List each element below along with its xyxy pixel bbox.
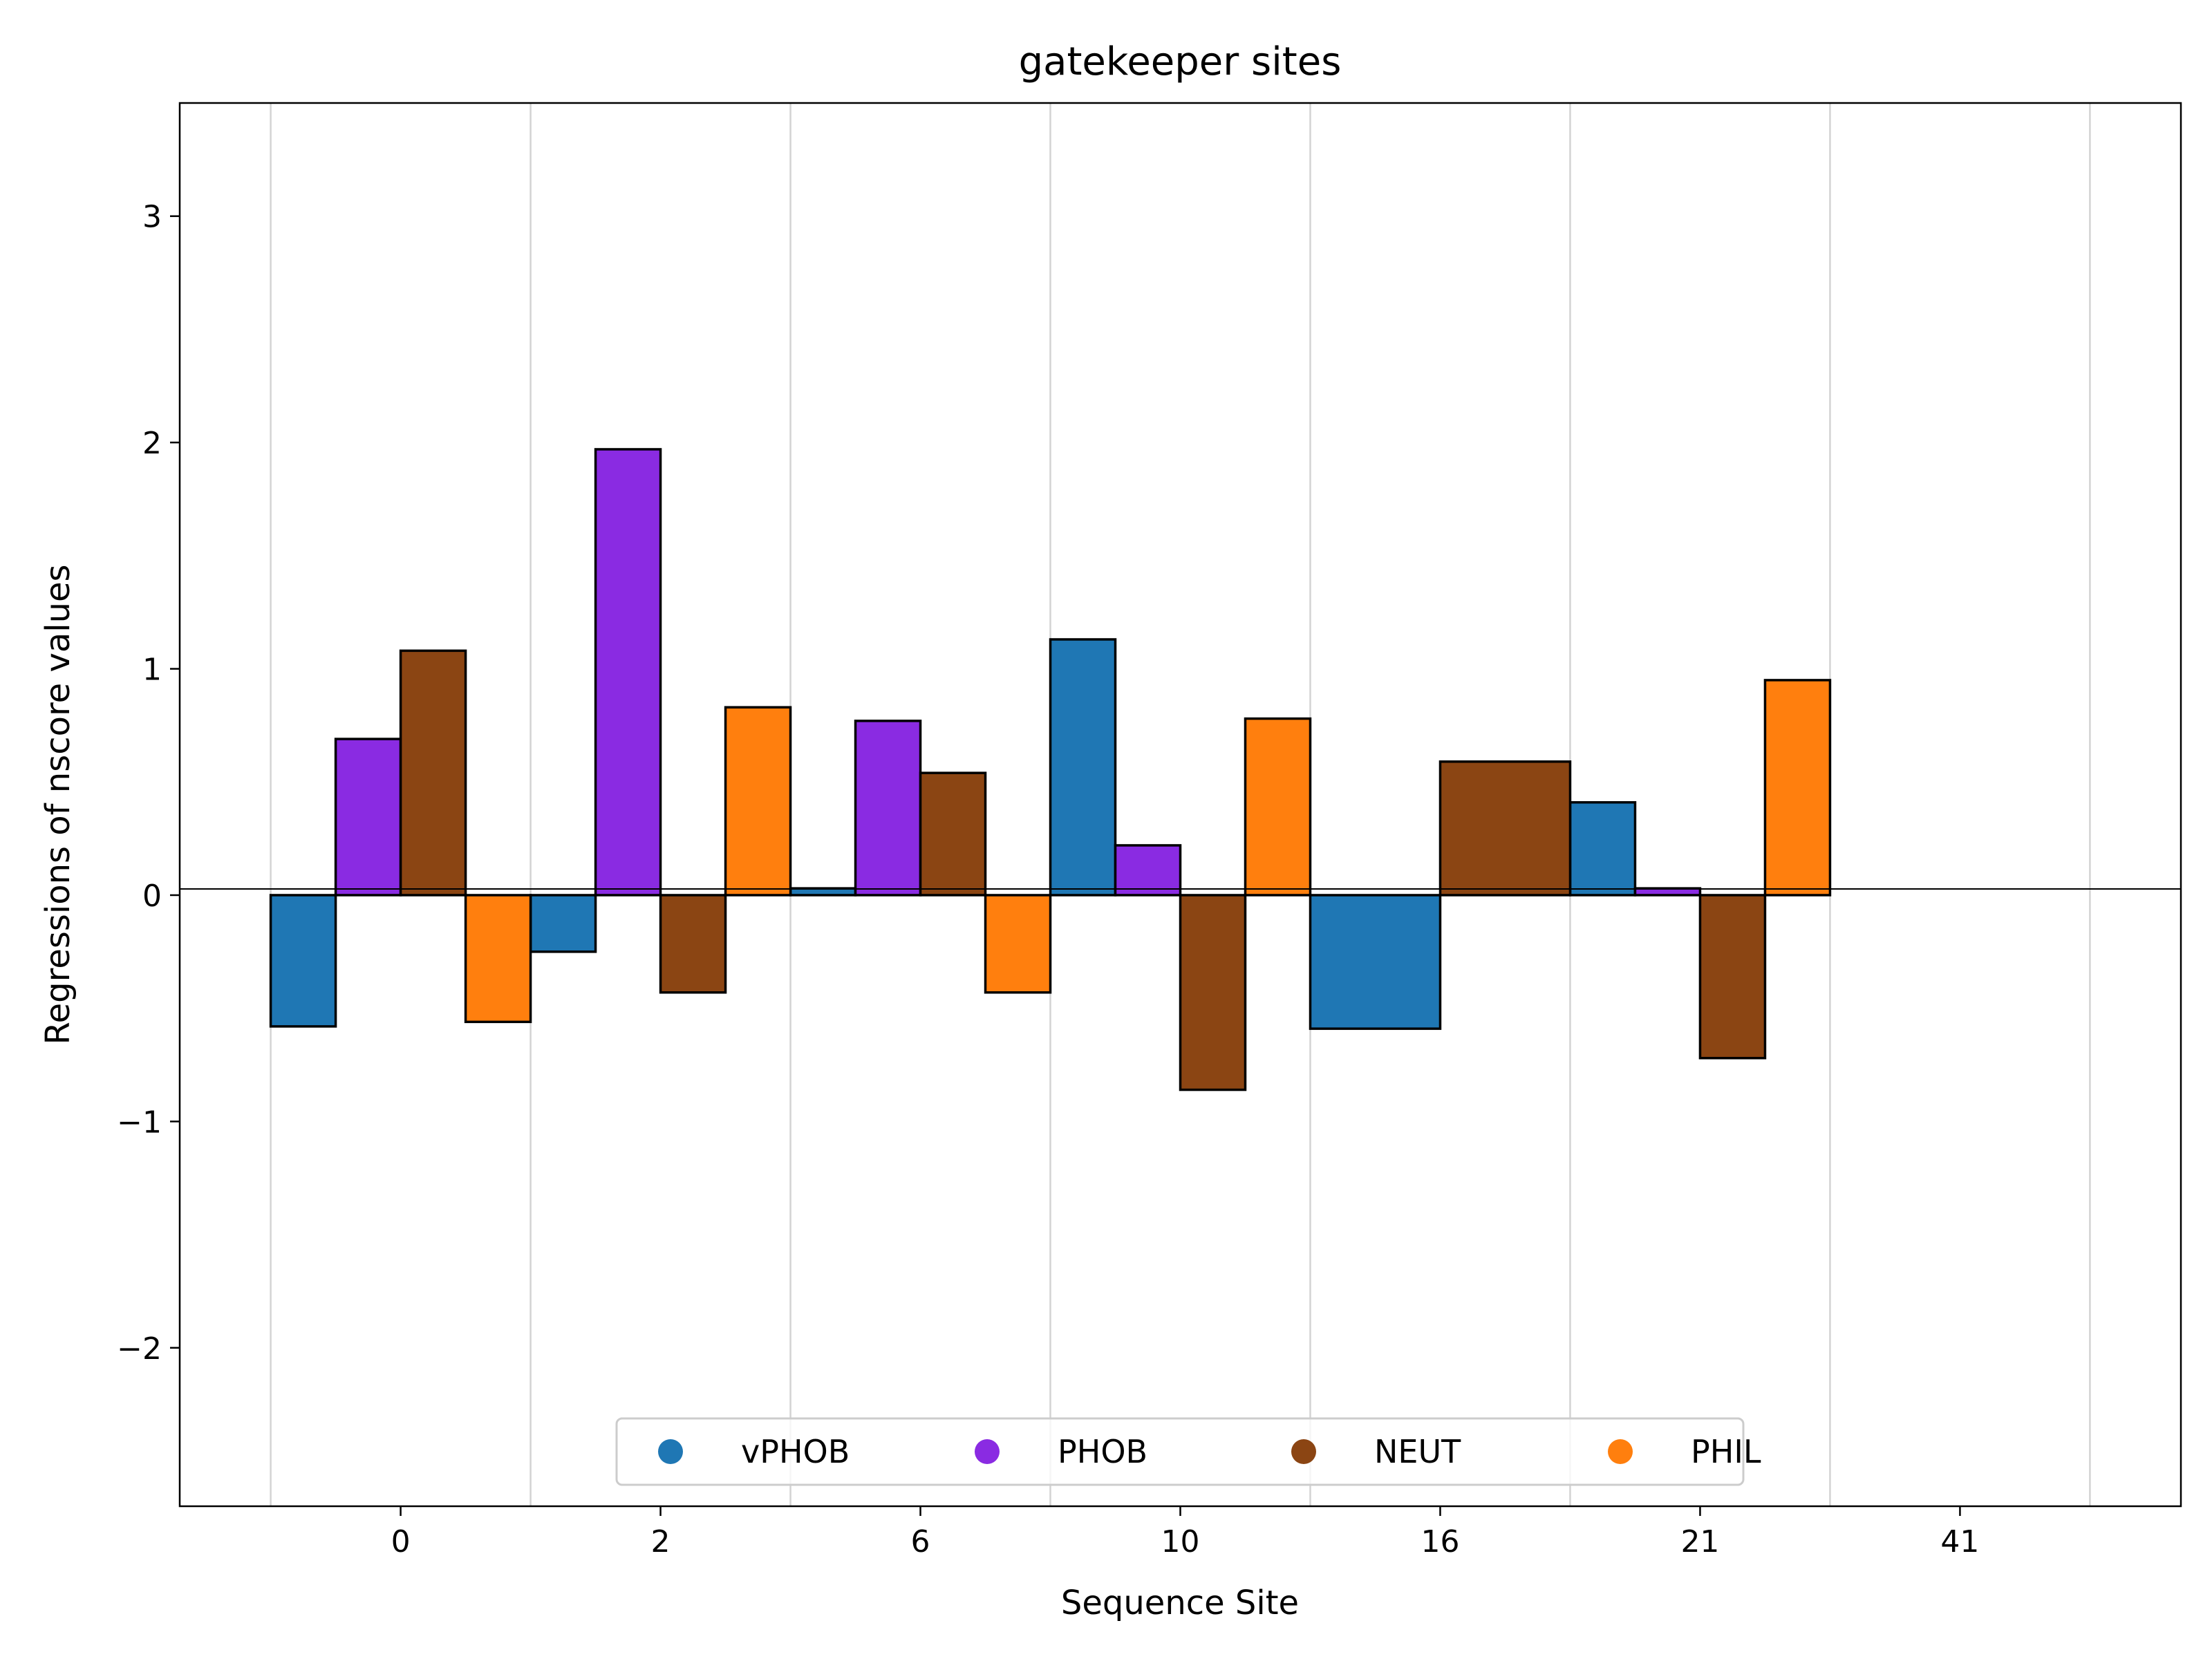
bar-vphob-10 — [1051, 639, 1116, 895]
y-axis-label: Regressions of nscore values — [39, 564, 77, 1044]
legend-marker-phob — [975, 1439, 1000, 1464]
x-tick-label: 0 — [391, 1524, 411, 1559]
bar-phob-10 — [1116, 845, 1181, 895]
bar-neut-16 — [1440, 762, 1570, 895]
bar-phob-6 — [856, 721, 921, 895]
legend-label-neut: NEUT — [1374, 1433, 1461, 1470]
bar-vphob-0 — [271, 895, 336, 1027]
bar-phil-2 — [726, 707, 791, 895]
bar-neut-6 — [921, 773, 986, 895]
bar-phob-2 — [596, 449, 661, 895]
y-tick-label: −2 — [117, 1331, 162, 1367]
y-tick-label: 2 — [142, 426, 162, 461]
x-tick-label: 10 — [1161, 1524, 1200, 1559]
x-tick-label: 2 — [651, 1524, 671, 1559]
bar-neut-0 — [401, 650, 466, 895]
legend-label-phil: PHIL — [1691, 1433, 1761, 1470]
bar-phil-6 — [986, 895, 1051, 993]
bar-phil-21 — [1765, 680, 1830, 895]
bar-neut-2 — [661, 895, 726, 993]
legend-marker-vphob — [658, 1439, 683, 1464]
bar-vphob-16 — [1310, 895, 1440, 1029]
bar-phob-0 — [336, 739, 401, 895]
legend-label-phob: PHOB — [1058, 1433, 1147, 1470]
legend-marker-neut — [1291, 1439, 1316, 1464]
bar-neut-10 — [1181, 895, 1246, 1090]
bar-vphob-21 — [1570, 803, 1635, 895]
y-tick-label: 3 — [142, 200, 162, 235]
legend: vPHOB PHOB NEUT PHIL — [617, 1418, 1761, 1485]
x-axis-label: Sequence Site — [1061, 1584, 1299, 1622]
y-tick-label: 0 — [142, 879, 162, 914]
x-tick-label: 16 — [1421, 1524, 1459, 1559]
x-tick-label: 41 — [1940, 1524, 1979, 1559]
bar-phil-0 — [466, 895, 531, 1022]
y-tick-label: 1 — [142, 653, 162, 688]
legend-marker-phil — [1608, 1439, 1633, 1464]
chart-title: gatekeeper sites — [1019, 39, 1342, 84]
x-tick-label: 21 — [1680, 1524, 1719, 1559]
bar-neut-21 — [1700, 895, 1765, 1058]
bar-vphob-2 — [531, 895, 596, 952]
bar-phil-10 — [1245, 719, 1310, 895]
x-tick-label: 6 — [911, 1524, 930, 1559]
legend-label-vphob: vPHOB — [741, 1433, 850, 1470]
y-tick-label: −1 — [117, 1105, 162, 1140]
